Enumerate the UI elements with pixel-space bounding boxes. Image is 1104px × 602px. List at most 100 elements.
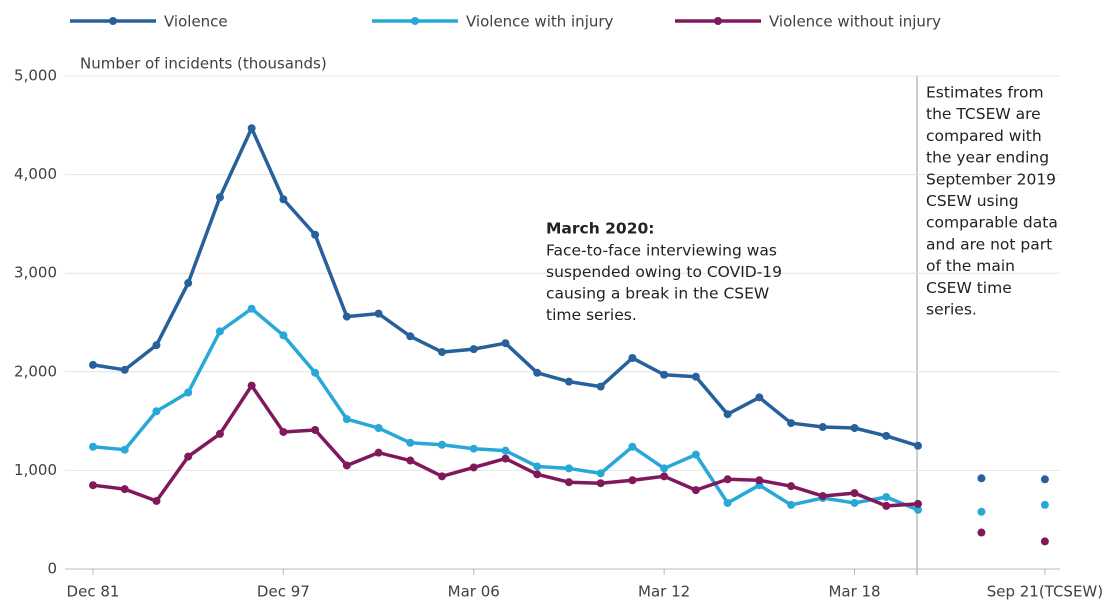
point [406, 438, 415, 447]
point [152, 407, 161, 416]
point [152, 496, 161, 505]
point [374, 309, 383, 318]
point [438, 472, 447, 481]
point [723, 410, 732, 419]
annotation-line: the TCSEW are [926, 105, 1041, 123]
point [787, 482, 796, 491]
point [977, 507, 986, 516]
point [882, 501, 891, 510]
annotation-line: causing a break in the CSEW [546, 285, 769, 303]
point [311, 230, 320, 239]
x-tick-label: Dec 81 [67, 583, 120, 601]
annotation-line: suspended owing to COVID-19 [546, 263, 782, 281]
point [850, 489, 859, 498]
point [533, 470, 542, 479]
x-tick-label: Dec 97 [257, 583, 310, 601]
y-tick-label: 3,000 [14, 264, 57, 282]
y-axis-title: Number of incidents (thousands) [80, 55, 327, 73]
point [120, 365, 129, 374]
point [564, 464, 573, 473]
point [755, 476, 764, 485]
x-tick-label: Mar 18 [828, 583, 880, 601]
point [469, 463, 478, 472]
point [311, 425, 320, 434]
annotation-title: March 2020: [546, 220, 655, 238]
annotation-line: time series. [546, 306, 637, 324]
annotation-line: September 2019 [926, 170, 1056, 188]
point [279, 195, 288, 204]
point [342, 312, 351, 321]
point [850, 424, 859, 433]
point [279, 331, 288, 340]
legend-dot [109, 17, 117, 25]
point [1040, 475, 1049, 484]
point [691, 372, 700, 381]
point [755, 393, 764, 402]
annotation-line: Face-to-face interviewing was [546, 242, 777, 260]
point [120, 485, 129, 494]
annotation-line: Estimates from [926, 84, 1044, 102]
point [787, 500, 796, 509]
point [1040, 500, 1049, 509]
point [787, 419, 796, 428]
point [882, 493, 891, 502]
legend-label: Violence with injury [466, 13, 614, 31]
point [660, 370, 669, 379]
point [818, 423, 827, 432]
legend-dot [411, 17, 419, 25]
y-tick-label: 4,000 [14, 165, 57, 183]
point [596, 479, 605, 488]
point [628, 476, 637, 485]
legend-label: Violence without injury [769, 13, 941, 31]
point [691, 486, 700, 495]
point [660, 464, 669, 473]
point [977, 528, 986, 537]
point [691, 450, 700, 459]
y-tick-label: 1,000 [14, 461, 57, 479]
point [977, 474, 986, 483]
point [279, 427, 288, 436]
y-tick-label: 0 [47, 560, 57, 578]
point [628, 353, 637, 362]
y-tick-label: 2,000 [14, 362, 57, 380]
point [438, 348, 447, 357]
legend-label: Violence [164, 13, 228, 31]
annotation-line: CSEW time [926, 279, 1012, 297]
point [374, 424, 383, 433]
point [913, 505, 922, 514]
point [723, 498, 732, 507]
point [89, 481, 97, 490]
point [913, 441, 922, 450]
point [215, 429, 224, 438]
annotation-line: comparable data [926, 214, 1058, 232]
point [533, 368, 542, 377]
point [469, 444, 478, 453]
point [438, 440, 447, 449]
point [247, 381, 256, 390]
point [564, 377, 573, 386]
point [374, 448, 383, 457]
point [406, 332, 415, 341]
point [215, 193, 224, 202]
point [882, 431, 891, 440]
x-tick-label: Mar 06 [448, 583, 500, 601]
point [89, 442, 97, 451]
x-tick-label: Sep 21(TCSEW) [987, 583, 1103, 601]
point [152, 341, 161, 350]
annotation-line: of the main [926, 257, 1015, 275]
series-line [92, 126, 919, 448]
point [850, 498, 859, 507]
point [1040, 537, 1049, 546]
point [628, 442, 637, 451]
point [184, 452, 193, 461]
point [184, 388, 193, 397]
point [723, 475, 732, 484]
annotation-line: compared with [926, 127, 1042, 145]
series-line [92, 306, 919, 512]
point [501, 339, 510, 348]
annotation-line: and are not part [926, 235, 1052, 253]
point [501, 446, 510, 455]
point [120, 445, 129, 454]
point [247, 124, 256, 133]
point [342, 461, 351, 470]
